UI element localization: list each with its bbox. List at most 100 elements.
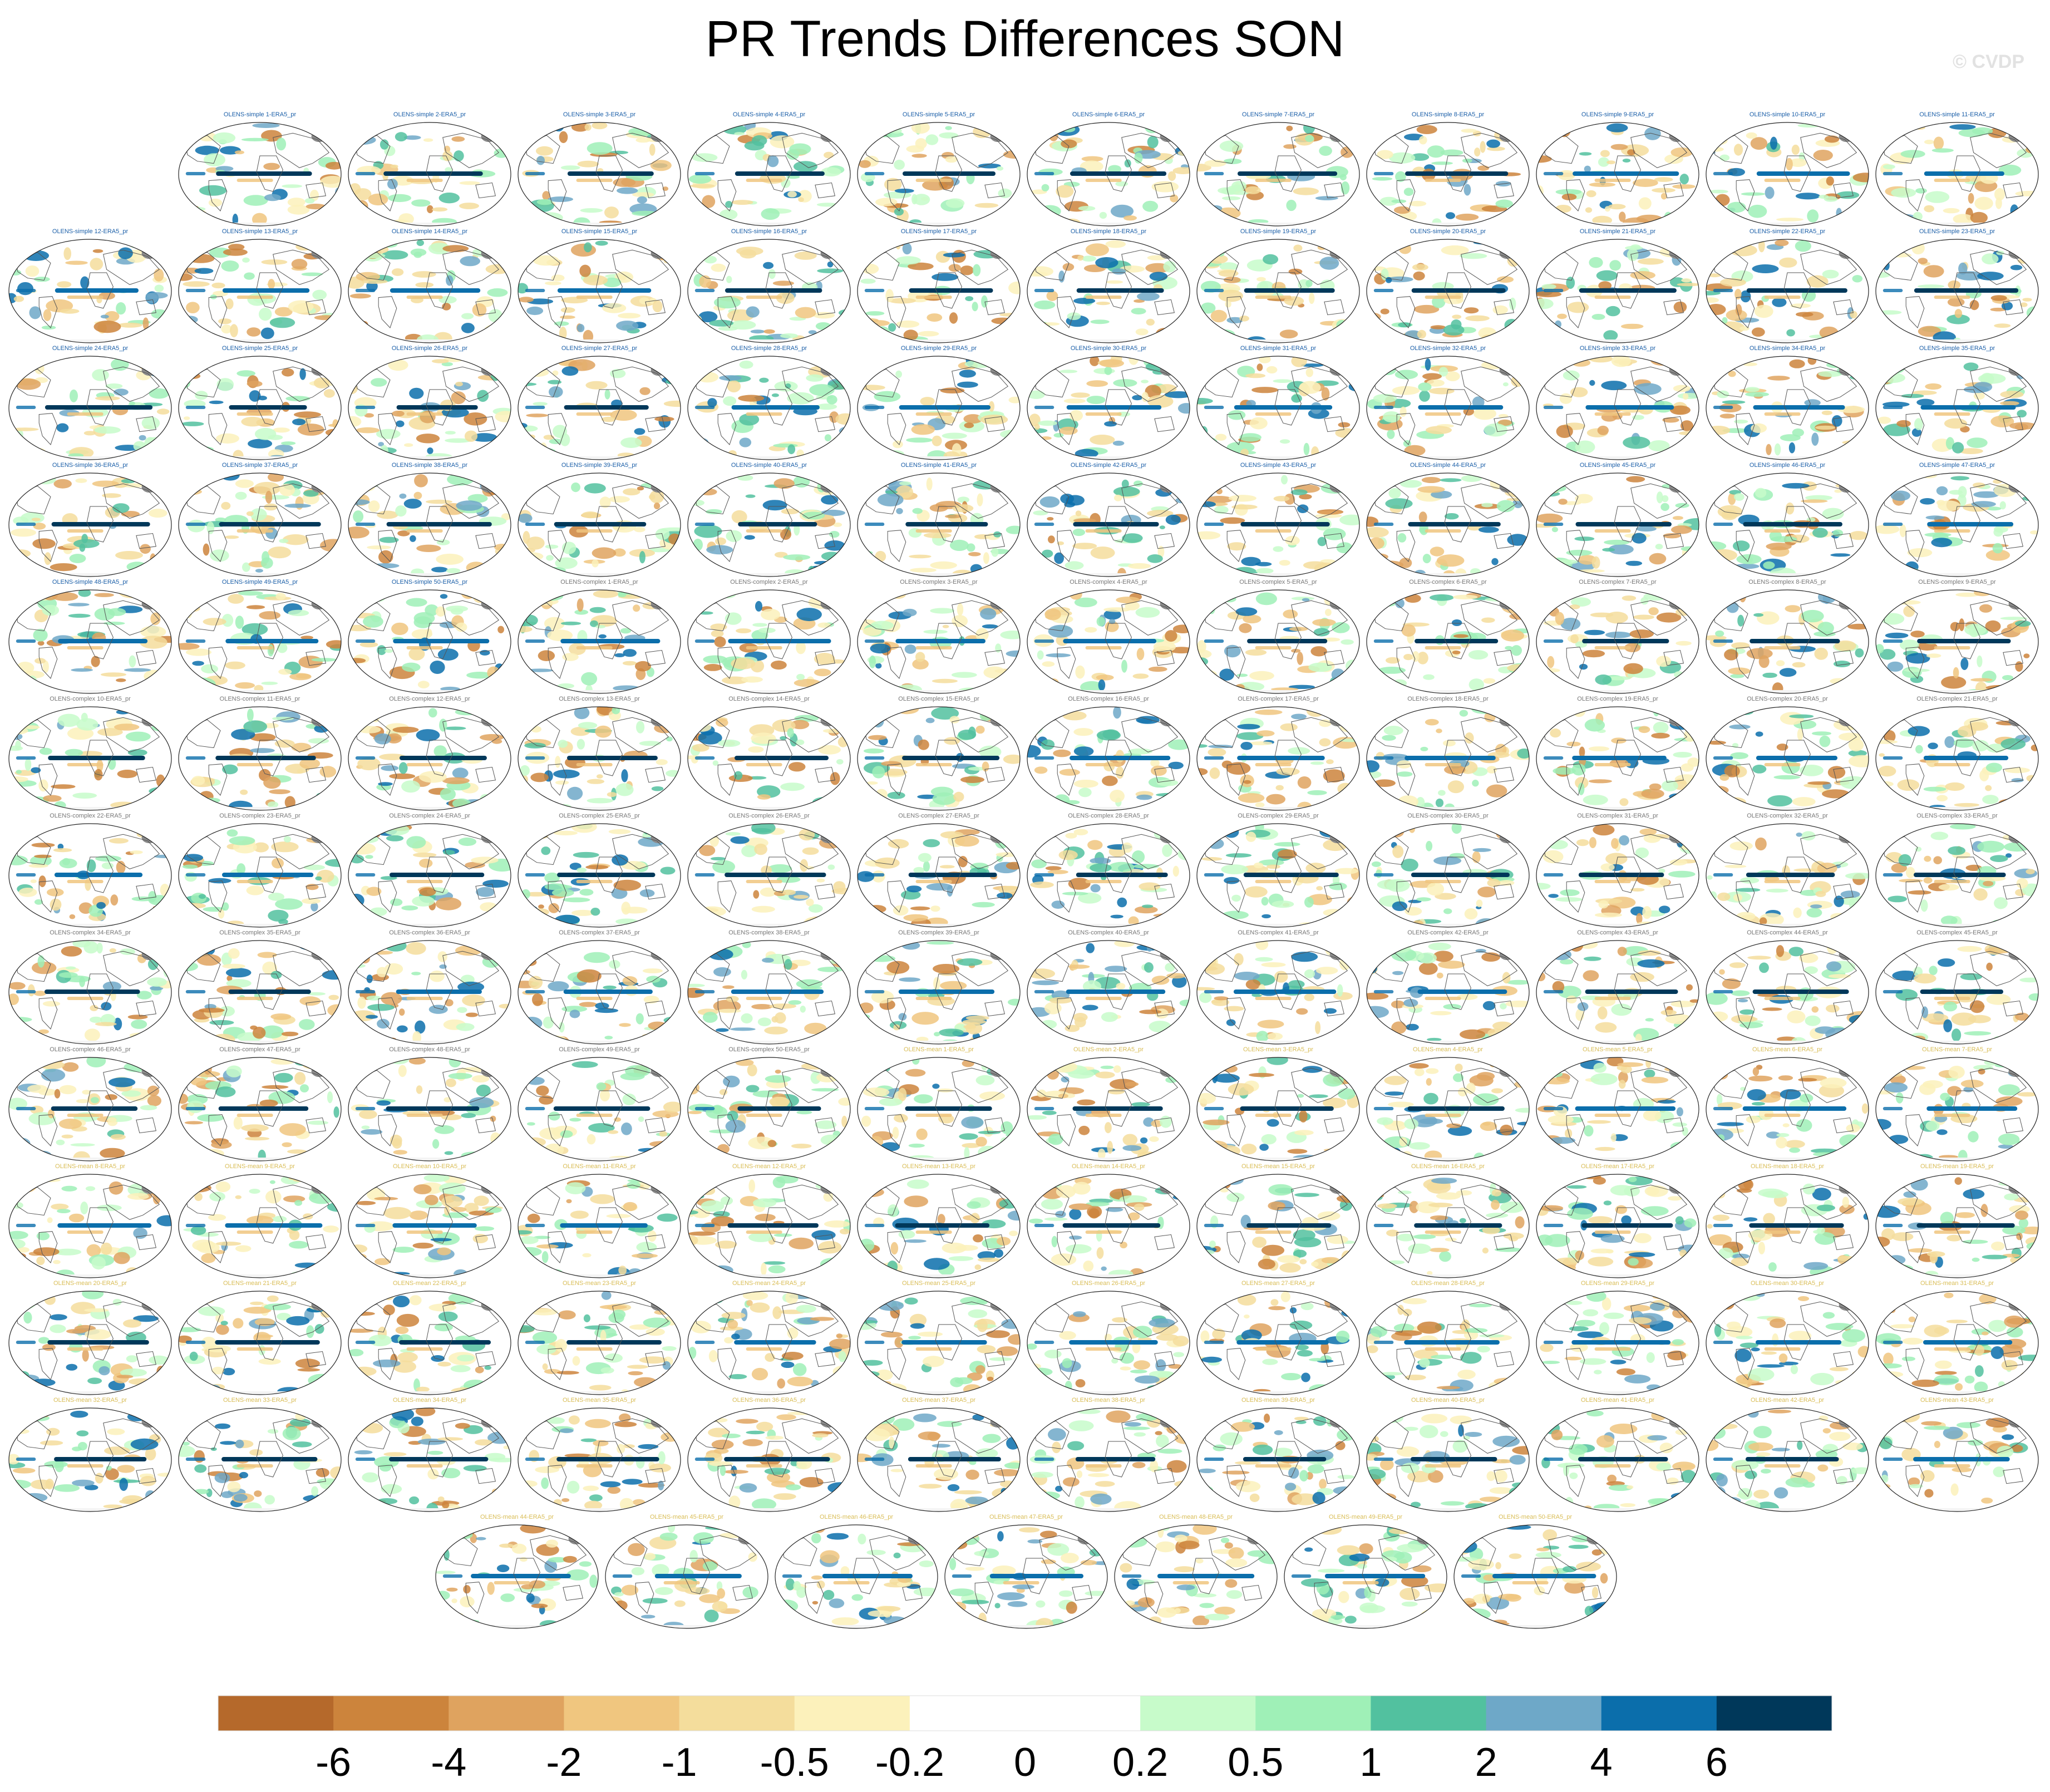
panel-label: OLENS-mean 15-ERA5_pr [1241,1163,1315,1170]
map-panel: OLENS-complex 32-ERA5_pr [1705,811,1870,929]
map-panel: OLENS-mean 39-ERA5_pr [1196,1396,1361,1514]
map-panel: OLENS-simple 35-ERA5_pr [1875,344,2039,462]
panel-label: OLENS-mean 13-ERA5_pr [901,1163,976,1170]
panel-label: OLENS-simple 20-ERA5_pr [1410,228,1486,235]
panel-label: OLENS-simple 41-ERA5_pr [900,462,977,469]
globe-map [857,239,1021,343]
panel-label: OLENS-simple 30-ERA5_pr [1070,345,1147,352]
map-panel: OLENS-complex 2-ERA5_pr [687,578,851,696]
globe-map [1366,356,1530,460]
globe-map [178,589,342,694]
map-panel: OLENS-mean 41-ERA5_pr [1535,1396,1700,1514]
globe-map [518,122,681,227]
map-panel: OLENS-complex 23-ERA5_pr [178,811,342,929]
globe-map [178,1407,342,1512]
globe-map [1706,1291,1869,1395]
globe-map [348,1407,511,1512]
panel-label: OLENS-mean 33-ERA5_pr [223,1397,297,1404]
map-panel: OLENS-complex 6-ERA5_pr [1366,578,1530,696]
map-panel: OLENS-complex 5-ERA5_pr [1196,578,1361,696]
map-panel: OLENS-mean 5-ERA5_pr [1535,1045,1700,1163]
globe-map [857,1407,1021,1512]
panel-label: OLENS-complex 50-ERA5_pr [728,1046,810,1053]
map-panel: OLENS-complex 34-ERA5_pr [8,928,173,1046]
map-panel: OLENS-complex 4-ERA5_pr [1026,578,1191,696]
map-panel: OLENS-complex 31-ERA5_pr [1535,811,1700,929]
map-panel: OLENS-mean 4-ERA5_pr [1366,1045,1530,1163]
map-panel: OLENS-complex 9-ERA5_pr [1875,578,2039,696]
globe-map [1366,1291,1530,1395]
globe-map [1366,823,1530,928]
globe-map [1706,1174,1869,1278]
map-panel: OLENS-simple 7-ERA5_pr [1196,110,1361,228]
panel-label: OLENS-complex 3-ERA5_pr [900,579,978,585]
panel-label: OLENS-simple 32-ERA5_pr [1410,345,1486,352]
globe-map [1536,472,1699,577]
globe-map [687,122,851,227]
panel-label: OLENS-simple 26-ERA5_pr [391,345,468,352]
panel-label: OLENS-mean 41-ERA5_pr [1580,1397,1655,1404]
globe-map [1196,472,1360,577]
map-panel: OLENS-simple 29-ERA5_pr [856,344,1021,462]
globe-map [1875,1057,2039,1161]
map-panel: OLENS-complex 13-ERA5_pr [517,695,682,813]
globe-map [1196,706,1360,811]
panel-label: OLENS-simple 39-ERA5_pr [561,462,638,469]
panel-label: OLENS-simple 1-ERA5_pr [223,111,297,118]
panel-label: OLENS-complex 19-ERA5_pr [1577,696,1658,702]
colorbar-tick-label: -4 [431,1740,467,1785]
panel-label: OLENS-simple 6-ERA5_pr [1072,111,1145,118]
globe-map [518,472,681,577]
map-panel: OLENS-complex 25-ERA5_pr [517,811,682,929]
map-panel: OLENS-complex 36-ERA5_pr [347,928,512,1046]
map-panel: OLENS-complex 14-ERA5_pr [687,695,851,813]
map-panel: OLENS-complex 22-ERA5_pr [8,811,173,929]
globe-map [1027,1174,1190,1278]
globe-map [1027,472,1190,577]
map-panel: OLENS-mean 48-ERA5_pr [1113,1513,1278,1631]
map-panel: OLENS-mean 13-ERA5_pr [856,1162,1021,1280]
map-panel: OLENS-simple 22-ERA5_pr [1705,227,1870,345]
map-panel: OLENS-mean 11-ERA5_pr [517,1162,682,1280]
panel-label: OLENS-mean 34-ERA5_pr [392,1397,467,1404]
panel-label: OLENS-complex 28-ERA5_pr [1068,813,1149,819]
colorbar-tick-label: -2 [546,1740,582,1785]
globe-map [1706,1407,1869,1512]
panel-label: OLENS-simple 29-ERA5_pr [900,345,977,352]
globe-map [857,122,1021,227]
panel-label: OLENS-mean 24-ERA5_pr [732,1280,806,1287]
globe-map [1706,940,1869,1045]
panel-label: OLENS-simple 16-ERA5_pr [731,228,807,235]
panel-label: OLENS-simple 43-ERA5_pr [1240,462,1317,469]
globe-map [1366,706,1530,811]
panel-label: OLENS-complex 26-ERA5_pr [728,813,810,819]
globe-map [518,940,681,1045]
panel-label: OLENS-simple 48-ERA5_pr [52,579,129,585]
globe-map [687,823,851,928]
panel-label: OLENS-mean 10-ERA5_pr [392,1163,467,1170]
map-panel: OLENS-mean 20-ERA5_pr [8,1279,173,1397]
map-panel: OLENS-simple 5-ERA5_pr [856,110,1021,228]
globe-map [1027,239,1190,343]
globe-map [857,940,1021,1045]
globe-map [1875,706,2039,811]
panel-label: OLENS-complex 20-ERA5_pr [1747,696,1828,702]
globe-map [1875,823,2039,928]
globe-map [348,1291,511,1395]
globe-map [1366,1057,1530,1161]
panel-label: OLENS-mean 20-ERA5_pr [53,1280,127,1287]
globe-map [687,356,851,460]
globe-map [348,122,511,227]
colorbar-tick-label: 0 [1013,1740,1037,1785]
map-panel: OLENS-simple 38-ERA5_pr [347,461,512,579]
map-panel: OLENS-complex 24-ERA5_pr [347,811,512,929]
map-panel: OLENS-simple 37-ERA5_pr [178,461,342,579]
map-panel: OLENS-simple 31-ERA5_pr [1196,344,1361,462]
panel-label: OLENS-simple 21-ERA5_pr [1579,228,1656,235]
map-panel: OLENS-mean 38-ERA5_pr [1026,1396,1191,1514]
map-panel: OLENS-simple 32-ERA5_pr [1366,344,1530,462]
globe-map [348,706,511,811]
colorbar-tick-label: 0.5 [1228,1740,1284,1785]
globe-map [687,1407,851,1512]
globe-map [348,823,511,928]
